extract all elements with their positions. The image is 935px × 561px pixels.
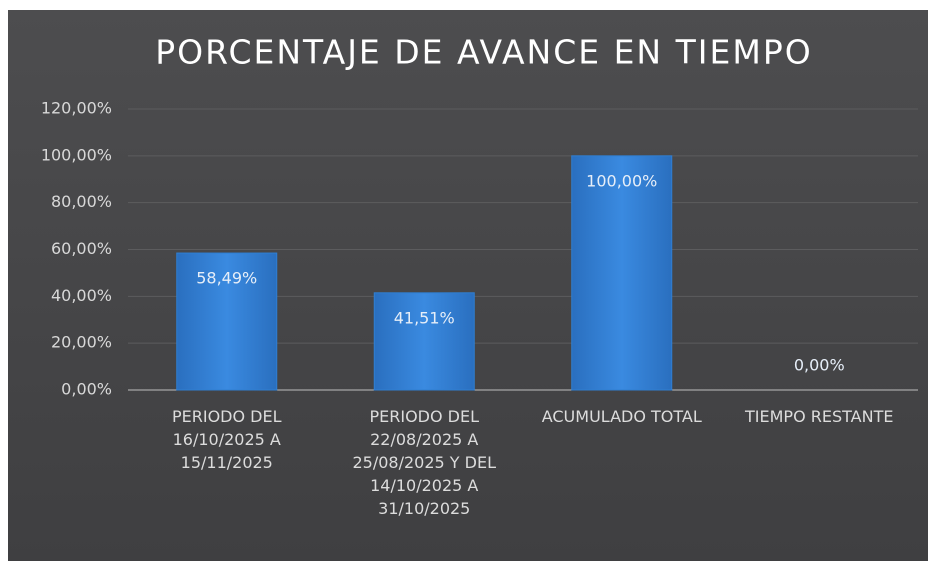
y-tick-label: 20,00%: [51, 333, 112, 352]
y-tick-label: 120,00%: [41, 99, 112, 118]
chart-title: PORCENTAJE DE AVANCE EN TIEMPO: [155, 33, 812, 72]
y-tick-label: 0,00%: [61, 380, 112, 399]
x-tick-label: ACUMULADO TOTAL: [542, 407, 702, 426]
bar: [176, 252, 278, 391]
data-label: 100,00%: [586, 171, 657, 190]
data-label: 41,51%: [394, 308, 455, 327]
chart-background: [8, 10, 928, 561]
bar: [373, 292, 475, 391]
y-tick-label: 40,00%: [51, 286, 112, 305]
y-tick-label: 60,00%: [51, 239, 112, 258]
data-label: 0,00%: [794, 356, 845, 375]
x-tick-label: PERIODO DEL 22/08/2025 A 25/08/2025 Y DEL 1…: [352, 407, 496, 518]
y-tick-label: 80,00%: [51, 192, 112, 211]
data-label: 58,49%: [196, 269, 257, 288]
x-tick-label: TIEMPO RESTANTE: [744, 407, 893, 426]
x-tick-label: PERIODO DEL 16/10/2025 A 15/11/2025: [172, 407, 282, 472]
y-tick-label: 100,00%: [41, 145, 112, 164]
bar: [571, 155, 673, 391]
